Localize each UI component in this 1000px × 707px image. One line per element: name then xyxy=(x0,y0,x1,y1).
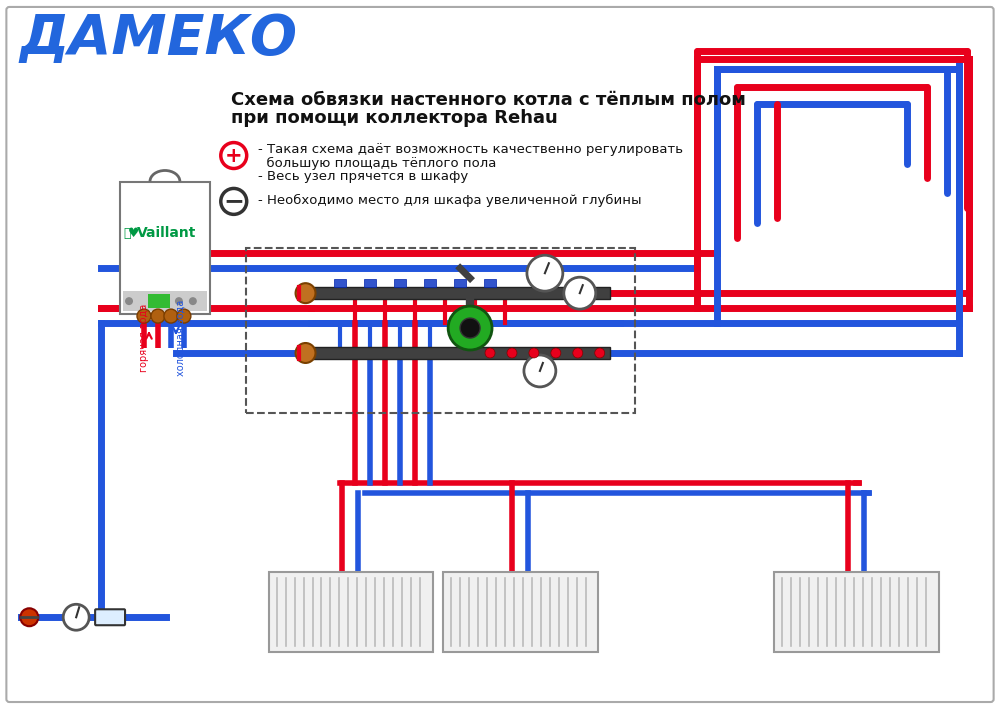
FancyBboxPatch shape xyxy=(95,609,125,625)
Bar xyxy=(123,291,207,311)
Text: ♥: ♥ xyxy=(127,227,139,240)
Bar xyxy=(484,279,496,287)
Text: большую площадь тёплого пола: большую площадь тёплого пола xyxy=(258,156,496,170)
Circle shape xyxy=(448,306,492,350)
Circle shape xyxy=(296,284,316,303)
Text: +: + xyxy=(225,146,243,165)
Bar xyxy=(311,287,610,299)
Circle shape xyxy=(485,348,495,358)
Circle shape xyxy=(595,348,605,358)
Text: при помощи коллектора Rehau: при помощи коллектора Rehau xyxy=(231,109,557,127)
Circle shape xyxy=(164,309,178,323)
Bar xyxy=(269,573,433,652)
Bar xyxy=(774,573,939,652)
Text: - Такая схема даёт возможность качественно регулировать: - Такая схема даёт возможность качествен… xyxy=(258,143,683,156)
Bar xyxy=(394,279,406,287)
Circle shape xyxy=(507,348,517,358)
FancyBboxPatch shape xyxy=(6,7,994,702)
Text: - Необходимо место для шкафа увеличенной глубины: - Необходимо место для шкафа увеличенной… xyxy=(258,194,641,206)
Text: Vaillant: Vaillant xyxy=(137,226,197,240)
Circle shape xyxy=(296,343,316,363)
Bar xyxy=(246,248,635,413)
Text: - Весь узел прячется в шкафу: - Весь узел прячется в шкафу xyxy=(258,170,468,184)
Bar xyxy=(334,279,346,287)
Circle shape xyxy=(573,348,583,358)
Circle shape xyxy=(529,348,539,358)
Circle shape xyxy=(177,309,191,323)
Circle shape xyxy=(564,277,596,309)
Circle shape xyxy=(125,297,133,305)
Bar xyxy=(443,573,598,652)
Text: Схема обвязки настенного котла с тёплым полом: Схема обвязки настенного котла с тёплым … xyxy=(231,90,746,109)
Circle shape xyxy=(20,608,38,626)
Circle shape xyxy=(151,309,165,323)
Text: ДАМЕКО: ДАМЕКО xyxy=(19,12,297,66)
Bar xyxy=(148,294,170,308)
Bar xyxy=(364,279,376,287)
Text: ⓥ: ⓥ xyxy=(123,227,131,240)
Bar xyxy=(311,347,610,359)
Circle shape xyxy=(551,348,561,358)
Text: горячая вода: горячая вода xyxy=(139,304,149,372)
Circle shape xyxy=(189,297,197,305)
Bar xyxy=(454,279,466,287)
Circle shape xyxy=(460,318,480,338)
Circle shape xyxy=(137,309,151,323)
Circle shape xyxy=(175,297,183,305)
Text: −: − xyxy=(223,189,244,214)
FancyBboxPatch shape xyxy=(120,182,210,314)
Text: холодная вода: холодная вода xyxy=(176,300,186,376)
Bar xyxy=(424,279,436,287)
Circle shape xyxy=(524,355,556,387)
Circle shape xyxy=(527,255,563,291)
Circle shape xyxy=(63,604,89,630)
